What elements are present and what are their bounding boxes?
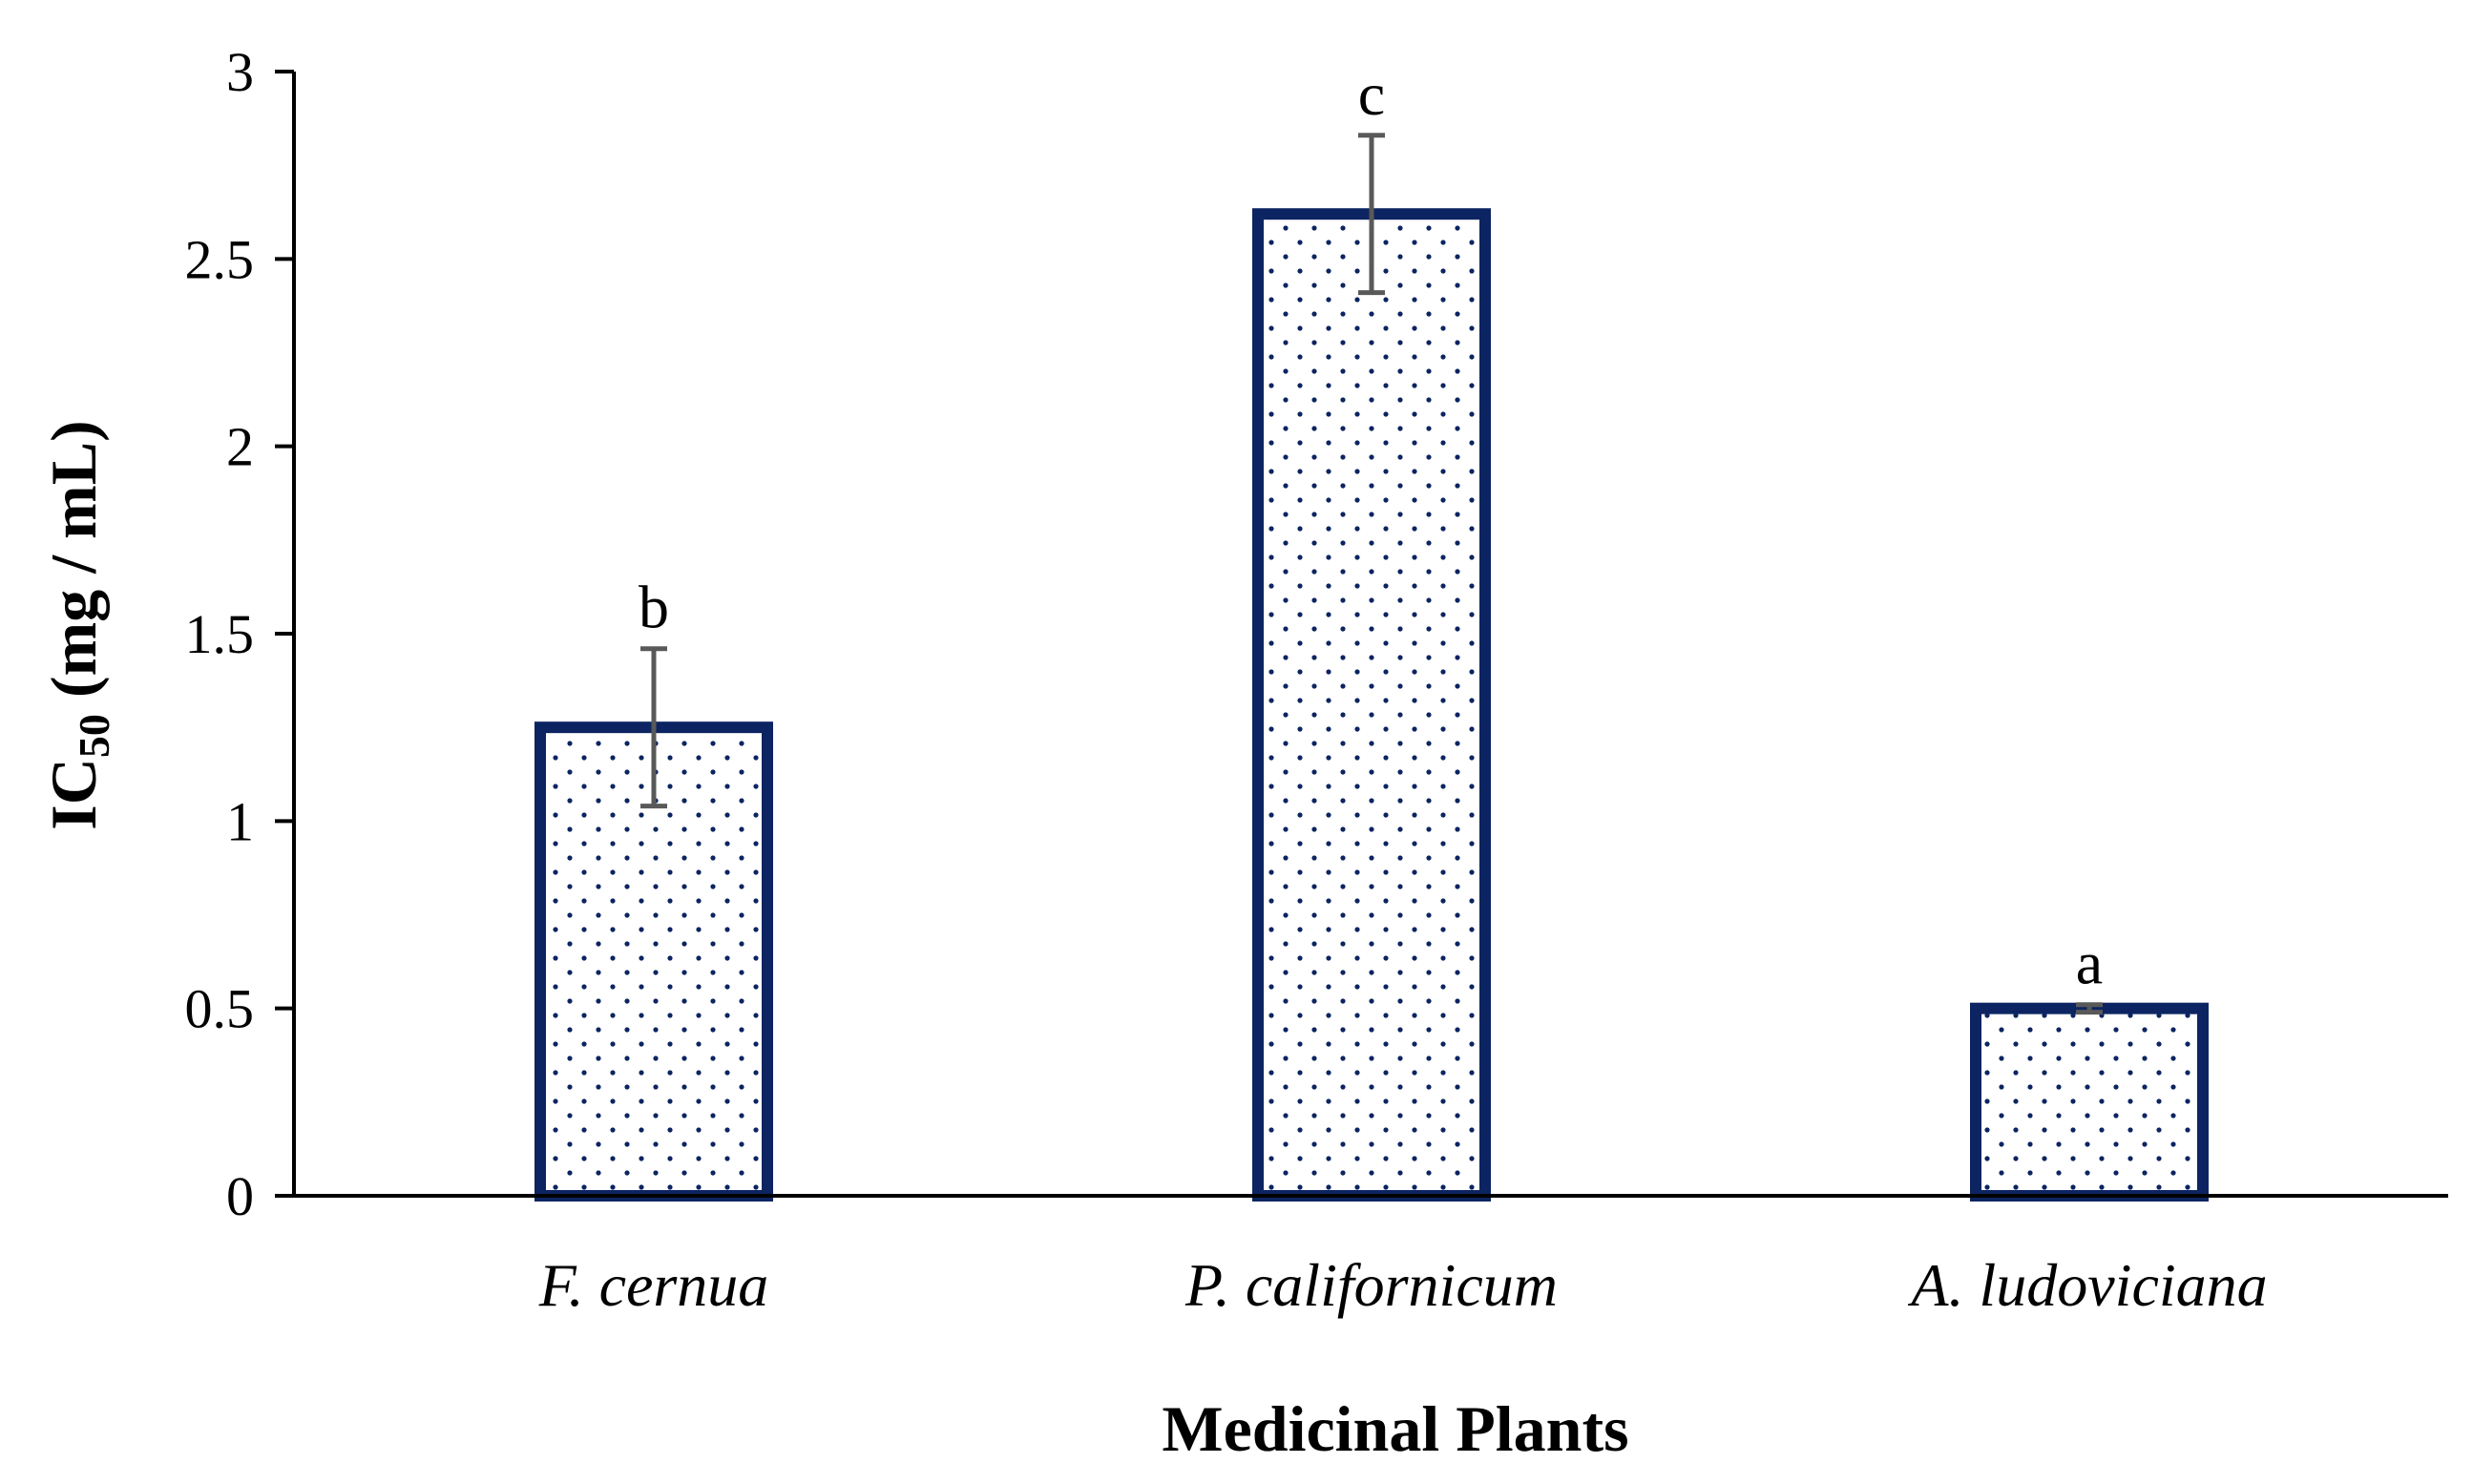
x-category-label: A. ludoviciana: [1907, 1251, 2267, 1319]
y-tick-label: 0: [226, 1165, 254, 1227]
y-tick-label: 2.5: [185, 228, 255, 290]
significance-letter: b: [639, 574, 669, 641]
error-bar: [1358, 133, 1385, 296]
y-axis-title-subscript: 50: [70, 714, 118, 758]
error-bar: [2076, 1002, 2103, 1015]
x-axis-title: Medicinal Plants: [1162, 1392, 1628, 1465]
error-bar: [640, 646, 667, 809]
significance-letter: c: [1358, 60, 1385, 128]
y-tick-label: 0.5: [185, 978, 255, 1040]
y-tick-label: 2: [226, 416, 254, 478]
y-axis-title-unit: (mg / mL): [37, 420, 110, 714]
y-axis-title-main: IC: [37, 758, 110, 830]
x-axis-category-labels: F. cernua P. californicum A. ludoviciana: [538, 1251, 2268, 1319]
significance-letter: a: [2076, 930, 2103, 997]
bar: [1252, 208, 1491, 1202]
x-category-label: F. cernua: [538, 1251, 769, 1319]
x-category-label: P. californicum: [1184, 1251, 1558, 1319]
y-tick-label: 1.5: [185, 603, 255, 665]
y-tick-label: 3: [226, 41, 254, 103]
y-tick-label: 1: [226, 790, 254, 852]
bar: [1970, 1002, 2209, 1202]
bars: [534, 208, 2209, 1202]
significance-letters: b c a: [639, 60, 2103, 997]
y-axis-ticks: 0 0.5 1 1.5 2 2.5 3: [185, 41, 294, 1227]
error-bars: [640, 133, 2103, 1015]
y-axis-title: IC50 (mg / mL): [37, 420, 118, 829]
